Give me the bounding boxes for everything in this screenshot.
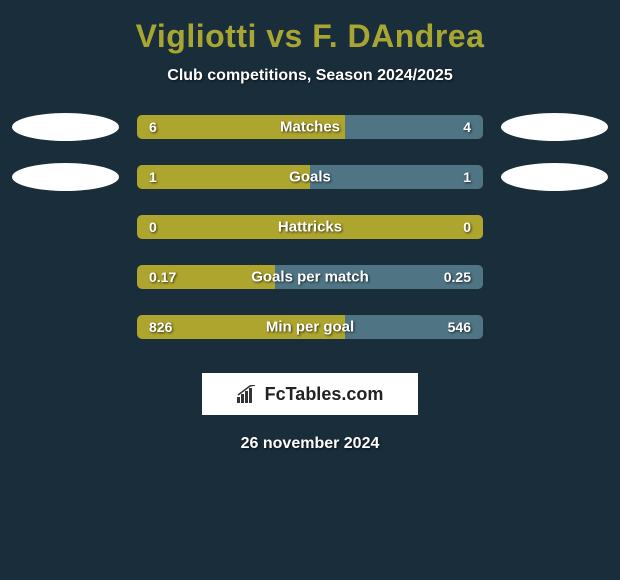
player-left-badge [12, 113, 119, 141]
stats-list: 6 Matches 4 1 Goals 1 0 Hattricks 0 0.17 Goals per… [12, 113, 608, 363]
stat-bar: 826 Min per goal 546 [137, 315, 483, 339]
stat-bar: 6 Matches 4 [137, 115, 483, 139]
stat-value-right: 0 [463, 219, 471, 235]
comparison-card: Vigliotti vs F. DAndrea Club competition… [0, 0, 620, 463]
stat-row: 6 Matches 4 [12, 113, 608, 141]
stat-value-right: 546 [448, 319, 471, 335]
badge-placeholder [12, 313, 119, 341]
generation-date: 26 november 2024 [241, 435, 380, 453]
badge-placeholder [501, 263, 608, 291]
stat-label: Goals [289, 169, 331, 186]
page-title: Vigliotti vs F. DAndrea [136, 18, 485, 55]
stat-value-left: 1 [149, 169, 157, 185]
badge-placeholder [12, 213, 119, 241]
stat-row: 1 Goals 1 [12, 163, 608, 191]
bar-fill-left [137, 165, 310, 189]
badge-placeholder [501, 313, 608, 341]
site-logo: FcTables.com [237, 384, 384, 405]
stat-value-right: 1 [463, 169, 471, 185]
stat-label: Hattricks [278, 219, 342, 236]
player-right-badge [501, 113, 608, 141]
site-logo-box[interactable]: FcTables.com [202, 373, 418, 415]
stat-row: 0 Hattricks 0 [12, 213, 608, 241]
stat-label: Min per goal [266, 319, 354, 336]
badge-placeholder [501, 213, 608, 241]
subtitle: Club competitions, Season 2024/2025 [167, 67, 452, 85]
barchart-icon [237, 385, 259, 403]
player-right-badge [501, 163, 608, 191]
stat-value-right: 4 [463, 119, 471, 135]
bar-fill-right [310, 165, 483, 189]
stat-bar: 0.17 Goals per match 0.25 [137, 265, 483, 289]
stat-row: 826 Min per goal 546 [12, 313, 608, 341]
stat-label: Matches [280, 119, 340, 136]
stat-value-left: 826 [149, 319, 172, 335]
stat-value-left: 0 [149, 219, 157, 235]
stat-bar: 1 Goals 1 [137, 165, 483, 189]
stat-value-left: 0.17 [149, 269, 176, 285]
stat-value-left: 6 [149, 119, 157, 135]
stat-row: 0.17 Goals per match 0.25 [12, 263, 608, 291]
site-logo-text: FcTables.com [265, 384, 384, 405]
stat-bar: 0 Hattricks 0 [137, 215, 483, 239]
stat-label: Goals per match [251, 269, 369, 286]
badge-placeholder [12, 263, 119, 291]
stat-value-right: 0.25 [444, 269, 471, 285]
player-left-badge [12, 163, 119, 191]
